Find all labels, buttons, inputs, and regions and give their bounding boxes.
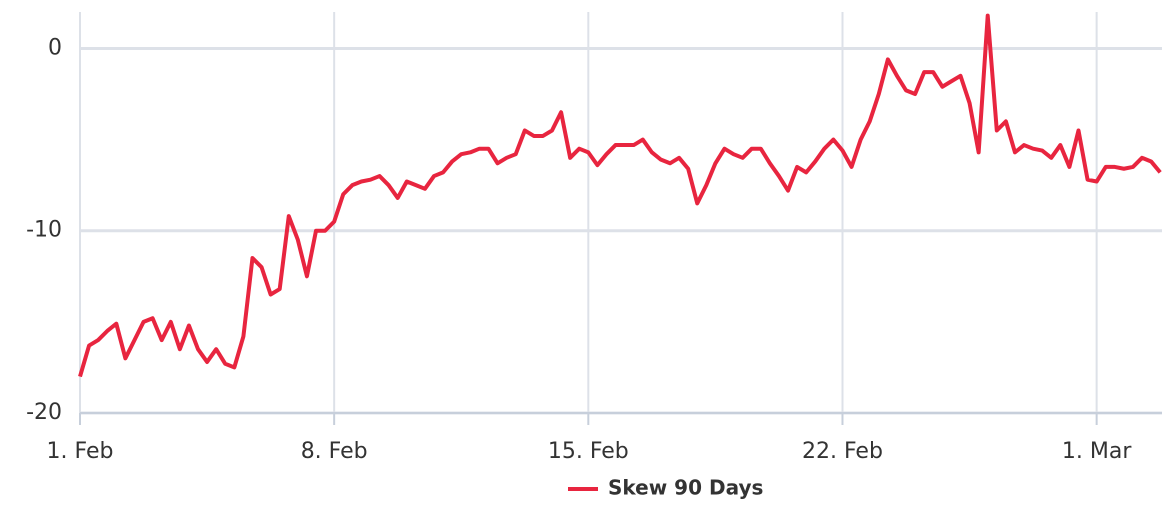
y-tick-label: 0 xyxy=(48,35,62,60)
x-tick-label: 1. Feb xyxy=(47,439,114,464)
legend-label: Skew 90 Days xyxy=(608,476,763,500)
x-tick-label: 1. Mar xyxy=(1062,439,1132,464)
data-line xyxy=(78,13,1162,378)
y-tick-label: -10 xyxy=(26,218,62,243)
x-tick-label: 15. Feb xyxy=(548,439,629,464)
x-tick-label: 22. Feb xyxy=(802,439,883,464)
x-tick-label: 8. Feb xyxy=(301,439,368,464)
y-tick-label: -20 xyxy=(26,400,62,425)
